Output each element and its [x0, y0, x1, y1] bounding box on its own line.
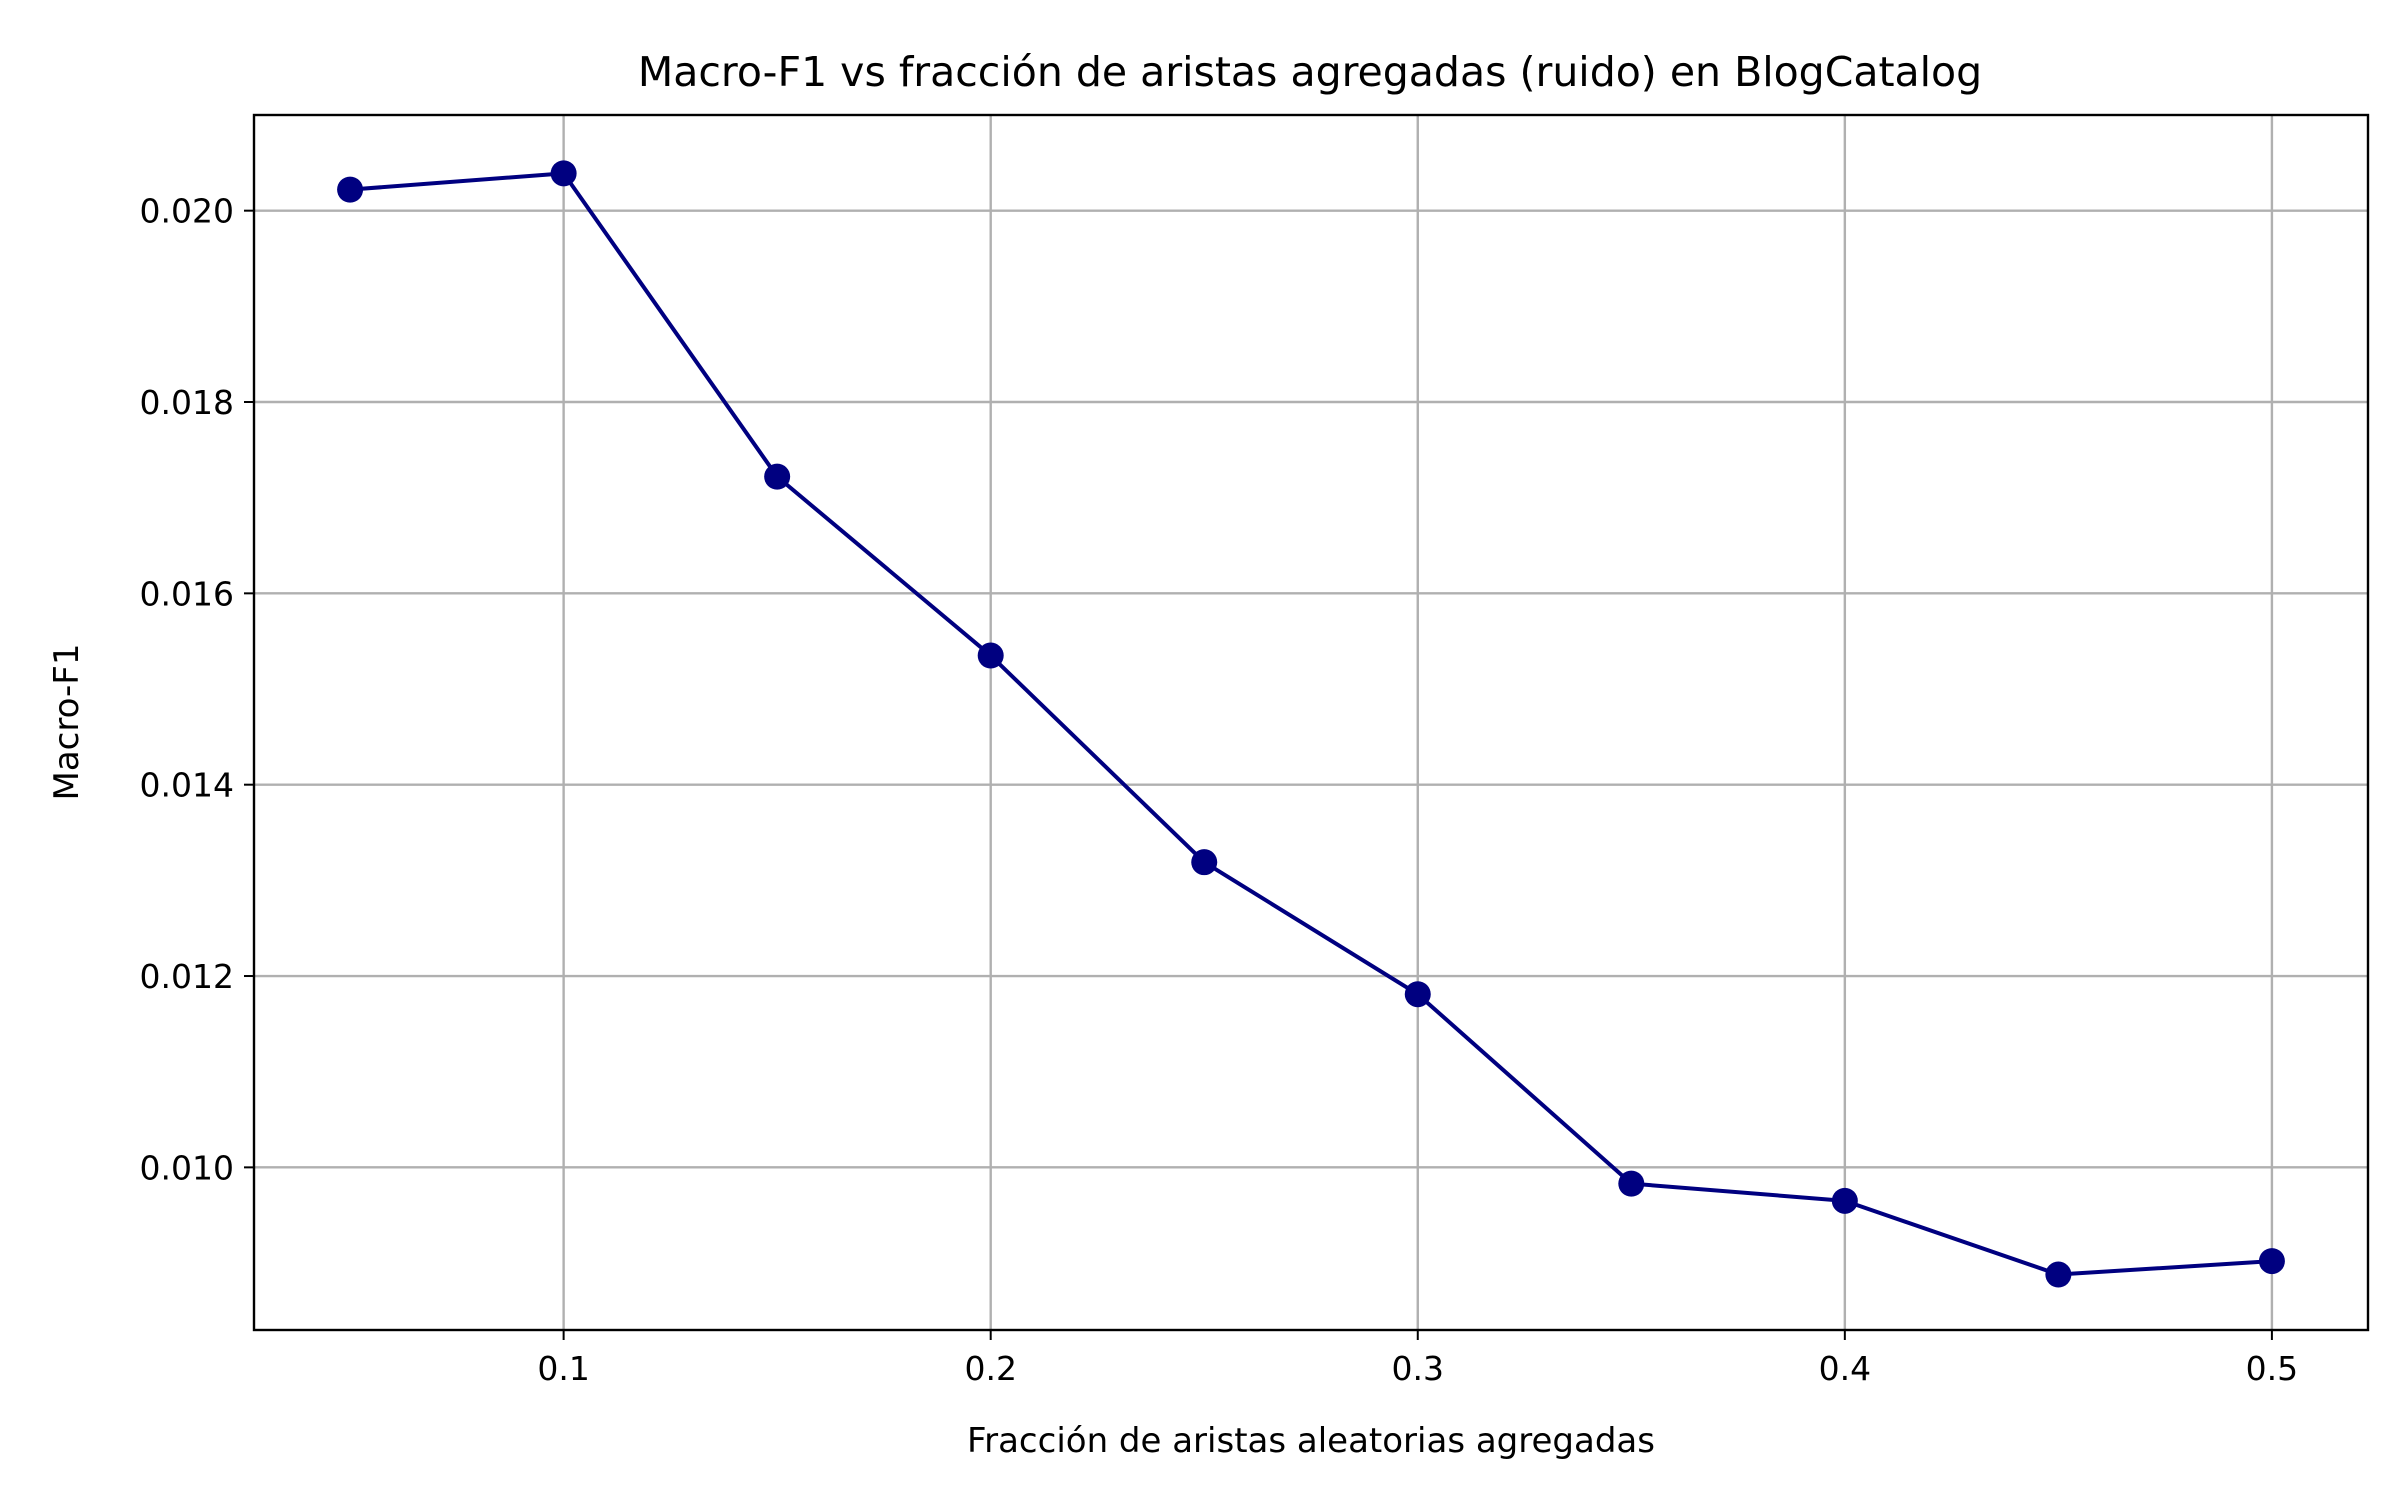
data-point: [1191, 849, 1218, 876]
y-tick-label: 0.020: [140, 192, 234, 231]
y-tick-label: 0.018: [140, 383, 234, 422]
y-tick-label: 0.014: [140, 766, 234, 805]
x-tick-label: 0.1: [537, 1349, 589, 1388]
y-tick-label: 0.016: [140, 574, 234, 613]
data-point: [550, 160, 577, 187]
data-point: [1404, 981, 1431, 1008]
data-point: [2045, 1261, 2072, 1288]
x-tick-label: 0.4: [1819, 1349, 1871, 1388]
x-tick-label: 0.3: [1392, 1349, 1444, 1388]
x-tick-label: 0.5: [2246, 1349, 2298, 1388]
data-point: [977, 642, 1004, 669]
data-point: [1618, 1170, 1645, 1197]
x-axis-label: Fracción de aristas aleatorias agregadas: [967, 1421, 1655, 1461]
data-point: [1831, 1187, 1858, 1214]
y-tick-label: 0.012: [140, 957, 234, 996]
data-point: [337, 176, 364, 203]
chart-title: Macro-F1 vs fracción de aristas agregada…: [638, 48, 1982, 96]
plot-area-frame: [252, 113, 2370, 1332]
data-series: [337, 160, 2285, 1288]
data-point: [2258, 1248, 2285, 1275]
axis-ticks: 0.1 0.2 0.3 0.4 0.5 0.010 0.012 0.014 0.016 0.018…: [140, 192, 2299, 1388]
data-point: [764, 463, 791, 490]
series-line: [349, 171, 2273, 1277]
y-tick-label: 0.010: [140, 1148, 234, 1187]
x-tick-label: 0.2: [964, 1349, 1016, 1388]
y-axis-label: Macro-F1: [47, 644, 87, 801]
grid: [254, 115, 2368, 1330]
